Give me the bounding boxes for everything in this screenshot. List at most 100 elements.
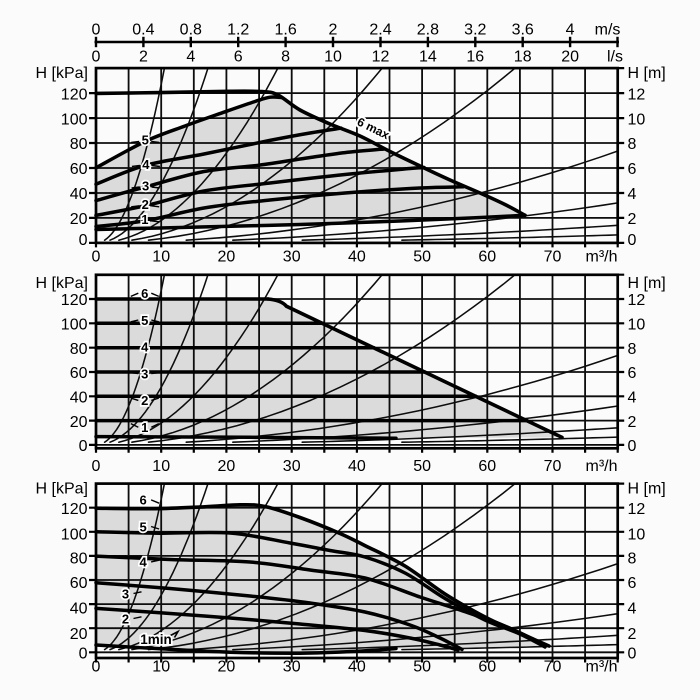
svg-text:6: 6 — [141, 286, 148, 301]
svg-text:20: 20 — [218, 249, 236, 266]
svg-text:4: 4 — [139, 555, 147, 570]
svg-text:m³/h: m³/h — [586, 458, 618, 475]
svg-text:3: 3 — [141, 366, 148, 381]
svg-text:H [m]: H [m] — [628, 481, 666, 498]
svg-text:4: 4 — [141, 340, 149, 355]
svg-text:80: 80 — [70, 341, 88, 358]
svg-text:H [kPa]: H [kPa] — [36, 481, 88, 498]
svg-text:6: 6 — [139, 493, 146, 508]
svg-text:2: 2 — [141, 393, 148, 408]
svg-text:1: 1 — [141, 212, 148, 227]
svg-text:10: 10 — [628, 317, 646, 334]
svg-text:H [m]: H [m] — [628, 65, 666, 82]
svg-text:2.4: 2.4 — [369, 21, 391, 38]
svg-text:5: 5 — [139, 519, 146, 534]
svg-text:100: 100 — [61, 527, 88, 544]
svg-text:4: 4 — [566, 21, 575, 38]
svg-text:1: 1 — [141, 212, 148, 227]
svg-text:5: 5 — [142, 133, 149, 148]
svg-text:70: 70 — [544, 249, 562, 266]
svg-text:30: 30 — [283, 458, 301, 475]
svg-text:80: 80 — [70, 136, 88, 153]
svg-text:H [kPa]: H [kPa] — [36, 65, 88, 82]
svg-text:1min: 1min — [140, 632, 172, 647]
svg-text:40: 40 — [70, 186, 88, 203]
svg-text:10: 10 — [152, 458, 170, 475]
svg-text:6: 6 — [234, 48, 243, 65]
svg-text:0: 0 — [92, 48, 101, 65]
svg-text:1min: 1min — [140, 632, 172, 647]
svg-text:60: 60 — [478, 249, 496, 266]
svg-text:3: 3 — [142, 178, 149, 193]
svg-text:50: 50 — [413, 249, 431, 266]
svg-text:l/s: l/s — [607, 48, 623, 65]
svg-text:12: 12 — [372, 48, 390, 65]
svg-text:H [kPa]: H [kPa] — [36, 275, 88, 292]
svg-text:6: 6 — [139, 493, 146, 508]
svg-text:4: 4 — [139, 555, 147, 570]
svg-text:18: 18 — [514, 48, 532, 65]
svg-text:2: 2 — [628, 626, 637, 643]
svg-text:m³/h: m³/h — [586, 249, 618, 266]
svg-text:3: 3 — [142, 178, 149, 193]
svg-text:80: 80 — [70, 550, 88, 567]
svg-text:8: 8 — [628, 341, 637, 358]
svg-text:1.2: 1.2 — [227, 21, 249, 38]
svg-text:0: 0 — [628, 438, 637, 455]
svg-text:10: 10 — [324, 48, 342, 65]
svg-text:40: 40 — [348, 249, 366, 266]
svg-text:6: 6 — [141, 286, 148, 301]
svg-text:0: 0 — [628, 232, 637, 249]
svg-text:120: 120 — [61, 501, 88, 518]
svg-text:70: 70 — [544, 458, 562, 475]
svg-text:20: 20 — [70, 211, 88, 228]
svg-text:1: 1 — [141, 420, 148, 435]
svg-text:2: 2 — [628, 211, 637, 228]
svg-text:m³/h: m³/h — [586, 659, 618, 676]
svg-text:60: 60 — [478, 659, 496, 676]
svg-text:16: 16 — [466, 48, 484, 65]
svg-text:60: 60 — [478, 458, 496, 475]
svg-text:4: 4 — [186, 48, 195, 65]
svg-text:4: 4 — [628, 186, 637, 203]
svg-text:6: 6 — [628, 575, 637, 592]
svg-text:m/s: m/s — [595, 21, 621, 38]
svg-text:60: 60 — [70, 575, 88, 592]
svg-text:0: 0 — [92, 659, 101, 676]
svg-text:4: 4 — [142, 157, 150, 172]
svg-text:10: 10 — [628, 527, 646, 544]
svg-text:3: 3 — [122, 586, 129, 601]
svg-text:70: 70 — [544, 659, 562, 676]
svg-text:5: 5 — [141, 313, 148, 328]
svg-text:40: 40 — [348, 458, 366, 475]
svg-text:8: 8 — [628, 136, 637, 153]
svg-text:20: 20 — [70, 414, 88, 431]
svg-text:4: 4 — [628, 390, 637, 407]
svg-text:0: 0 — [79, 646, 88, 663]
svg-text:100: 100 — [61, 111, 88, 128]
svg-text:2: 2 — [139, 48, 148, 65]
svg-text:0.4: 0.4 — [132, 21, 154, 38]
svg-text:30: 30 — [283, 659, 301, 676]
svg-text:2: 2 — [141, 393, 148, 408]
svg-text:2: 2 — [628, 414, 637, 431]
svg-text:20: 20 — [218, 659, 236, 676]
svg-text:2: 2 — [142, 197, 149, 212]
svg-text:2: 2 — [122, 611, 129, 626]
svg-text:0: 0 — [92, 249, 101, 266]
svg-text:3: 3 — [141, 366, 148, 381]
svg-text:10: 10 — [152, 659, 170, 676]
svg-text:H [m]: H [m] — [628, 275, 666, 292]
svg-text:40: 40 — [70, 390, 88, 407]
svg-text:2: 2 — [329, 21, 338, 38]
svg-text:1: 1 — [141, 420, 148, 435]
svg-text:0.8: 0.8 — [180, 21, 202, 38]
svg-text:2: 2 — [142, 197, 149, 212]
svg-text:3.6: 3.6 — [512, 21, 534, 38]
svg-text:30: 30 — [283, 249, 301, 266]
svg-text:0: 0 — [92, 21, 101, 38]
svg-text:12: 12 — [628, 501, 646, 518]
svg-text:50: 50 — [413, 458, 431, 475]
svg-text:120: 120 — [61, 86, 88, 103]
svg-text:10: 10 — [628, 111, 646, 128]
